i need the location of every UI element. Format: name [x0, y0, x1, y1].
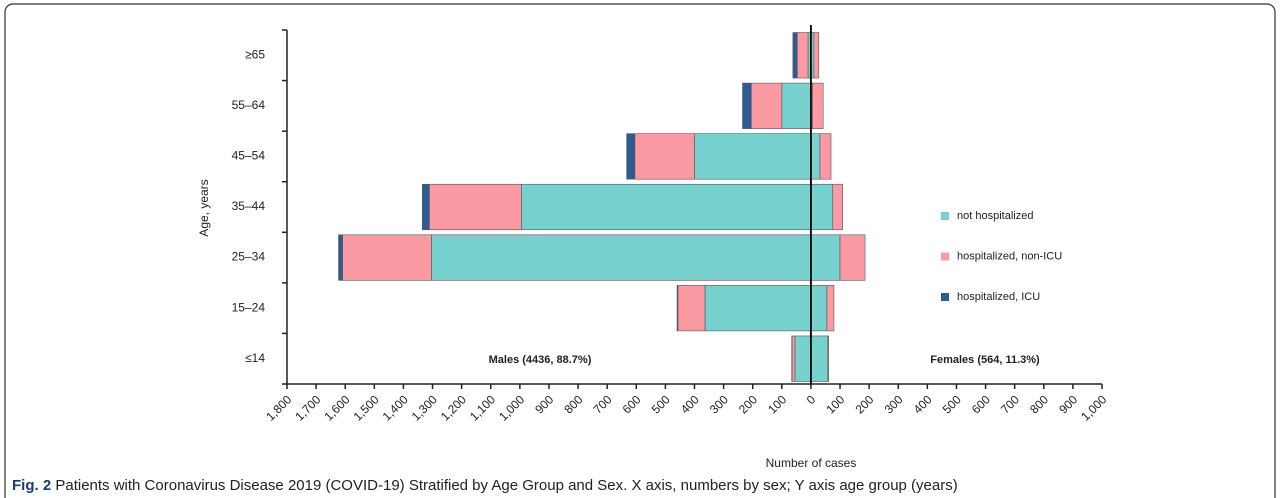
bar-segment — [812, 82, 824, 129]
x-tick-label: 700 — [590, 392, 614, 416]
x-tick-label: 1,800 — [263, 392, 294, 423]
x-tick-label: 300 — [707, 392, 731, 416]
y-tick-label: 25–34 — [232, 250, 266, 264]
legend-swatch — [941, 252, 949, 261]
x-tick-label: 500 — [649, 392, 673, 416]
x-tick-label: 700 — [998, 392, 1022, 416]
caption-label: Fig. 2 — [12, 477, 52, 494]
x-tick-label: 800 — [1027, 392, 1051, 416]
bar-segment — [796, 32, 809, 79]
y-tick-label: 35–44 — [232, 199, 266, 213]
x-tick-label: 1,200 — [438, 392, 469, 423]
bar-segment — [791, 335, 796, 382]
bar-segment — [342, 234, 432, 281]
x-tick-label: 600 — [620, 392, 644, 416]
x-tick-label: 400 — [911, 392, 935, 416]
x-tick-label: 1,100 — [467, 392, 498, 423]
x-tick-label: 200 — [736, 392, 760, 416]
x-tick-label: 600 — [969, 392, 993, 416]
bar-segment — [694, 133, 812, 180]
group-label: Females (564, 11.3%) — [930, 354, 1040, 366]
bar-segment — [819, 133, 832, 180]
bar-segment — [810, 285, 828, 332]
x-tick-label: 100 — [823, 392, 847, 416]
bar-segment — [810, 234, 841, 281]
x-tick-label: 900 — [1056, 392, 1080, 416]
bar-segment — [810, 133, 821, 180]
x-tick-label: 300 — [882, 392, 906, 416]
x-tick-label: 900 — [532, 392, 556, 416]
legend-swatch — [941, 293, 949, 301]
bar-segment — [431, 234, 812, 281]
x-tick-label: 200 — [852, 392, 876, 416]
caption-text: Patients with Coronavirus Disease 2019 (… — [55, 477, 958, 494]
bar-segment — [422, 183, 430, 231]
bar-segment — [750, 82, 783, 129]
x-tick-label: 800 — [561, 392, 585, 416]
bar-segment — [677, 285, 706, 332]
x-tick-label: 1,300 — [409, 392, 440, 423]
legend-label: not hospitalized — [957, 210, 1033, 222]
x-tick-label: 400 — [678, 392, 702, 416]
y-tick-label: 55–64 — [232, 98, 266, 112]
bar-segment — [810, 183, 834, 231]
x-tick-label: 1,400 — [380, 392, 411, 423]
bar-segment — [826, 285, 835, 332]
y-tick-label: ≤14 — [245, 351, 265, 365]
x-tick-label: 1,500 — [351, 392, 382, 423]
x-tick-label: 100 — [765, 392, 789, 416]
caption: Fig. 2 Patients with Coronavirus Disease… — [12, 477, 958, 494]
bar-segment — [676, 285, 679, 332]
bar-segment — [634, 133, 695, 180]
frame — [4, 3, 1276, 498]
bar-segment — [742, 82, 752, 129]
bar-segment — [781, 82, 812, 129]
legend-label: hospitalized, non-ICU — [957, 250, 1062, 262]
bar-segment — [794, 335, 812, 382]
x-axis-label: Number of cases — [766, 456, 857, 470]
legend-swatch — [941, 212, 949, 220]
bar-segment — [827, 335, 829, 382]
bar-segment — [521, 183, 812, 231]
x-tick-label: 1,000 — [1078, 392, 1109, 423]
bar-segment — [338, 234, 343, 281]
group-label: Males (4436, 88.7%) — [489, 354, 592, 366]
x-tick-label: 1,600 — [321, 392, 352, 423]
y-tick-label: 45–54 — [232, 149, 266, 163]
bar-segment — [813, 32, 820, 79]
bar-segment — [792, 32, 798, 79]
x-tick-label: 1,000 — [496, 392, 527, 423]
x-tick-label: 0 — [804, 392, 819, 407]
bar-segment — [626, 133, 636, 180]
legend-label: hospitalized, ICU — [957, 291, 1040, 303]
bar-segment — [832, 183, 843, 231]
bar-segment — [704, 285, 812, 332]
y-tick-label: 15–24 — [232, 300, 266, 314]
bar-segment — [810, 335, 829, 382]
y-tick-label: ≥65 — [245, 47, 265, 61]
x-tick-label: 1,700 — [292, 392, 323, 423]
bar-segment — [839, 234, 866, 281]
y-axis-label: Age, years — [197, 179, 211, 236]
x-tick-label: 500 — [940, 392, 964, 416]
bar-segment — [429, 183, 522, 231]
